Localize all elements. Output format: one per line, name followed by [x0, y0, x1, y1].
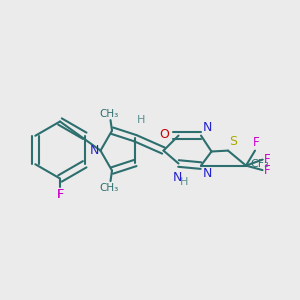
- Text: CF₃: CF₃: [250, 159, 269, 169]
- Text: N: N: [202, 121, 212, 134]
- Text: F: F: [253, 136, 260, 149]
- Text: CH₃: CH₃: [99, 109, 119, 118]
- Text: H: H: [137, 115, 146, 125]
- Text: N: N: [172, 171, 182, 184]
- Text: F: F: [264, 164, 271, 177]
- Text: H: H: [180, 177, 189, 187]
- Text: CH₃: CH₃: [99, 183, 119, 193]
- Text: F: F: [264, 153, 271, 166]
- Text: F: F: [56, 188, 64, 200]
- Text: F: F: [56, 188, 64, 200]
- Text: N: N: [202, 167, 212, 180]
- Text: N: N: [90, 144, 99, 157]
- Text: S: S: [230, 135, 238, 148]
- Text: O: O: [160, 128, 170, 141]
